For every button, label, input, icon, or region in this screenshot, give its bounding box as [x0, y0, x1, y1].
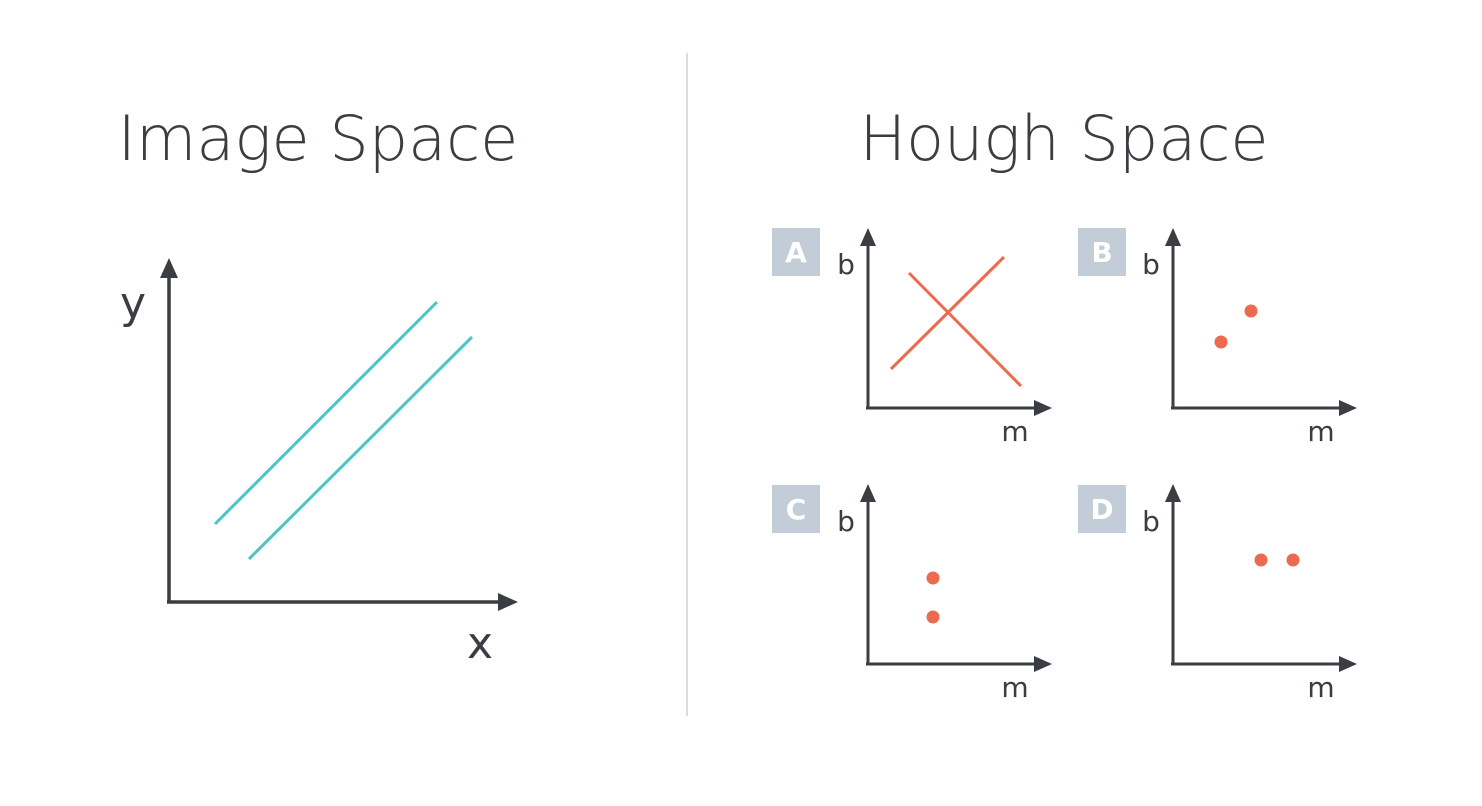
- panel-c-badge: [772, 485, 820, 533]
- image-space-axes: [160, 258, 518, 611]
- panel-d-m-label: m: [1307, 671, 1334, 704]
- image-space-title: Image Space: [118, 102, 519, 175]
- hough-panel-a: A b m: [772, 228, 1052, 448]
- hough-panel-c: C b m: [772, 484, 1052, 704]
- panel-d-point-1: [1254, 553, 1268, 567]
- panel-b-badge-label: B: [1091, 236, 1112, 269]
- hough-panel-b: B b m: [1078, 228, 1357, 448]
- panel-c-m-label: m: [1001, 671, 1028, 704]
- panel-a-m-label: m: [1001, 415, 1028, 448]
- hough-space-section: Hough Space A b m B b m: [772, 102, 1357, 704]
- panel-b-b-arrowhead: [1165, 228, 1181, 246]
- panel-c-badge-label: C: [786, 493, 807, 526]
- image-space-y-label: y: [120, 278, 146, 329]
- panel-a-m-arrowhead: [1034, 400, 1052, 416]
- panel-b-badge: [1078, 228, 1126, 276]
- panel-c-b-arrowhead: [860, 484, 876, 502]
- panel-c-point-1: [926, 571, 940, 585]
- panel-c-b-label: b: [837, 505, 855, 538]
- image-line-2: [247, 335, 474, 561]
- image-space-section: Image Space y x: [118, 102, 519, 669]
- panel-d-point-2: [1286, 553, 1300, 567]
- panel-d-badge-label: D: [1090, 493, 1113, 526]
- panel-d-b-arrowhead: [1165, 484, 1181, 502]
- image-space-x-arrowhead: [498, 593, 518, 611]
- panel-b-b-label: b: [1142, 248, 1160, 281]
- hough-space-title: Hough Space: [860, 102, 1269, 175]
- panel-a-badge: [772, 228, 820, 276]
- image-space-y-arrowhead: [160, 258, 178, 278]
- hough-panel-d: D b m: [1078, 484, 1357, 704]
- panel-a-line-2: [907, 271, 1023, 388]
- panel-c-m-arrowhead: [1034, 656, 1052, 672]
- panel-a-b-label: b: [837, 248, 855, 281]
- panel-d-b-label: b: [1142, 505, 1160, 538]
- image-space-x-label: x: [467, 618, 493, 669]
- panel-b-m-label: m: [1307, 415, 1334, 448]
- panel-a-badge-label: A: [785, 236, 807, 269]
- image-line-1: [213, 300, 439, 526]
- panel-b-point-1: [1214, 335, 1228, 349]
- panel-d-badge: [1078, 485, 1126, 533]
- panel-a-b-arrowhead: [860, 228, 876, 246]
- panel-b-m-arrowhead: [1339, 400, 1357, 416]
- panel-d-m-arrowhead: [1339, 656, 1357, 672]
- panel-c-point-2: [926, 610, 940, 624]
- panel-b-point-2: [1244, 304, 1258, 318]
